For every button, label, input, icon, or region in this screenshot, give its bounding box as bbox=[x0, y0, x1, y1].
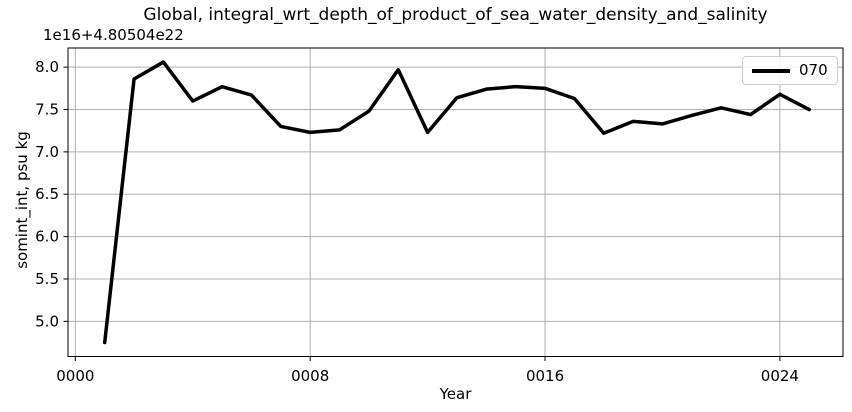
axes-frame bbox=[67, 47, 844, 357]
y-tick-label: 6.0 bbox=[35, 228, 59, 246]
legend-line-sample bbox=[752, 68, 790, 73]
y-tick-label: 7.0 bbox=[35, 143, 59, 161]
x-tick-label: 0008 bbox=[291, 367, 329, 385]
x-tick-label: 0000 bbox=[56, 367, 94, 385]
y-tick-label: 5.0 bbox=[35, 312, 59, 330]
chart-title: Global, integral_wrt_depth_of_product_of… bbox=[143, 5, 768, 25]
y-tick-label: 8.0 bbox=[35, 58, 59, 76]
y-axis-offset-text: 1e16+4.80504e22 bbox=[43, 26, 184, 44]
x-tick-label: 0016 bbox=[526, 367, 564, 385]
legend-label: 070 bbox=[799, 61, 828, 79]
y-tick-label: 7.5 bbox=[35, 101, 59, 119]
x-tick-label: 0024 bbox=[761, 367, 799, 385]
data-line-070 bbox=[102, 60, 811, 345]
y-tick-label: 5.5 bbox=[35, 270, 59, 288]
legend: 070 bbox=[742, 56, 838, 85]
y-tick-label: 6.5 bbox=[35, 185, 59, 203]
x-axis-label: Year bbox=[439, 385, 472, 403]
